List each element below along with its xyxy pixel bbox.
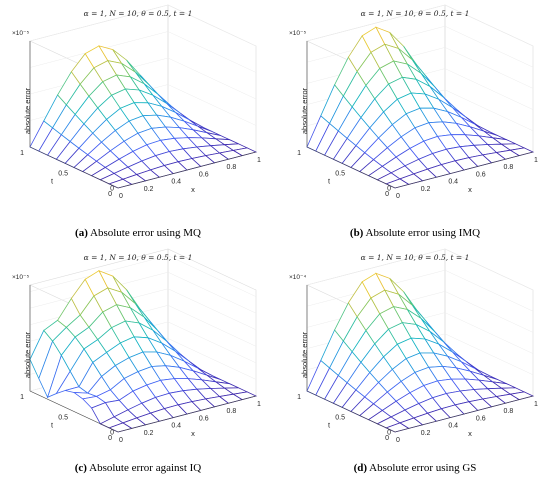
z-gridline xyxy=(29,255,257,297)
z-axis-label: absolute error xyxy=(300,87,309,134)
t-axis-label: t xyxy=(51,177,54,186)
t-tick-label: 1 xyxy=(297,150,301,157)
x-axis-label: x xyxy=(468,429,472,438)
z-tick-label: 0 xyxy=(110,186,114,193)
caption-text: Absolute error using MQ xyxy=(90,227,201,239)
x-tick-label: 0.2 xyxy=(144,430,154,437)
x-tick-label: 0.8 xyxy=(227,164,237,171)
figure-caption: (a) Absolute error using MQ xyxy=(75,227,201,239)
x-tick-label: 1 xyxy=(534,157,538,164)
x-tick-label: 0 xyxy=(396,437,400,444)
z-gridline xyxy=(306,4,534,47)
t-axis-label: t xyxy=(51,421,54,430)
t-tick-label: 0 xyxy=(108,435,112,442)
t-tick-label: 0 xyxy=(108,191,112,198)
z-gridline xyxy=(306,248,534,291)
t-tick-label: 0.5 xyxy=(335,415,345,422)
chart-title: α = 1, N = 10, θ = 0.5, t = 1 xyxy=(361,253,470,262)
t-tick-label: 0 xyxy=(385,191,389,198)
z-gridline xyxy=(306,269,534,312)
x-tick-label: 0.8 xyxy=(227,408,237,415)
t-axis-label: t xyxy=(328,421,331,430)
z-exponent-label: ×10⁻⁵ xyxy=(12,30,29,37)
x-axis-line xyxy=(394,151,534,189)
z-axis-label: absolute error xyxy=(23,331,32,378)
z-exponent-label: ×10⁻⁵ xyxy=(289,30,306,37)
x-axis-label: x xyxy=(191,185,195,194)
x-tick-label: 0 xyxy=(119,193,123,200)
x-tick-label: 0 xyxy=(119,437,123,444)
t-tick-label: 1 xyxy=(297,394,301,401)
caption-text: Absolute error against IQ xyxy=(89,462,201,474)
chart-title: α = 1, N = 10, θ = 0.5, t = 1 xyxy=(84,253,193,262)
t-tick-label: 0.5 xyxy=(58,171,68,178)
chart-title: α = 1, N = 10, θ = 0.5, t = 1 xyxy=(361,9,470,18)
figure-caption: (d) Absolute error using GS xyxy=(354,462,477,474)
x-tick-label: 0.4 xyxy=(171,423,181,430)
z-tick-label: 0 xyxy=(110,430,114,437)
x-axis-line xyxy=(117,151,257,189)
chart-title: α = 1, N = 10, θ = 0.5, t = 1 xyxy=(84,9,193,18)
t-tick-label: 0.5 xyxy=(335,171,345,178)
z-gridline xyxy=(29,271,257,314)
t-tick-label: 1 xyxy=(20,394,24,401)
caption-tag: (c) xyxy=(75,462,88,474)
x-tick-label: 0.6 xyxy=(199,171,209,178)
x-tick-label: 0.6 xyxy=(476,415,486,422)
x-tick-label: 0 xyxy=(396,193,400,200)
z-gridline xyxy=(29,31,257,73)
caption-tag: (a) xyxy=(75,227,88,239)
z-tick-label: 0 xyxy=(387,430,391,437)
t-axis-line xyxy=(306,146,396,189)
x-tick-label: 0.6 xyxy=(199,415,209,422)
x-tick-label: 1 xyxy=(257,157,261,164)
figure-caption: (b) Absolute error using IMQ xyxy=(350,227,480,239)
t-tick-label: 1 xyxy=(20,150,24,157)
x-tick-label: 0.6 xyxy=(476,171,486,178)
z-gridline xyxy=(29,4,257,47)
x-axis-label: x xyxy=(191,429,195,438)
x-tick-label: 1 xyxy=(534,401,538,408)
caption-tag: (d) xyxy=(354,462,368,474)
t-axis-line xyxy=(306,390,396,433)
caption-text: Absolute error using IMQ xyxy=(366,227,481,239)
chart-panel-d: 00.511.522.500.20.40.60.81x00.51tabsolut… xyxy=(289,248,538,474)
x-axis-label: x xyxy=(468,185,472,194)
caption-text: Absolute error using GS xyxy=(369,462,476,474)
x-axis-line xyxy=(117,395,257,433)
x-axis-line xyxy=(394,395,534,433)
z-axis-label: absolute error xyxy=(23,87,32,134)
x-tick-label: 0.4 xyxy=(171,179,181,186)
t-tick-label: 0 xyxy=(385,435,389,442)
t-axis-line xyxy=(29,146,119,189)
x-tick-label: 0.4 xyxy=(448,423,458,430)
figure-caption: (c) Absolute error against IQ xyxy=(75,462,202,474)
z-axis-label: absolute error xyxy=(300,331,309,378)
x-tick-label: 0.8 xyxy=(504,164,514,171)
caption-tag: (b) xyxy=(350,227,364,239)
z-exponent-label: ×10⁻⁴ xyxy=(289,274,306,281)
chart-panel-c: 00.511.522.5300.20.40.60.81x00.51tabsolu… xyxy=(12,248,261,474)
t-axis-line xyxy=(29,390,119,433)
x-tick-label: 0.2 xyxy=(144,186,154,193)
x-tick-label: 1 xyxy=(257,401,261,408)
x-tick-label: 0.4 xyxy=(448,179,458,186)
t-tick-label: 0.5 xyxy=(58,415,68,422)
z-exponent-label: ×10⁻⁵ xyxy=(12,274,29,281)
x-tick-label: 0.2 xyxy=(421,430,431,437)
x-tick-label: 0.8 xyxy=(504,408,514,415)
x-tick-label: 0.2 xyxy=(421,186,431,193)
t-axis-label: t xyxy=(328,177,331,186)
z-tick-label: 0 xyxy=(387,186,391,193)
